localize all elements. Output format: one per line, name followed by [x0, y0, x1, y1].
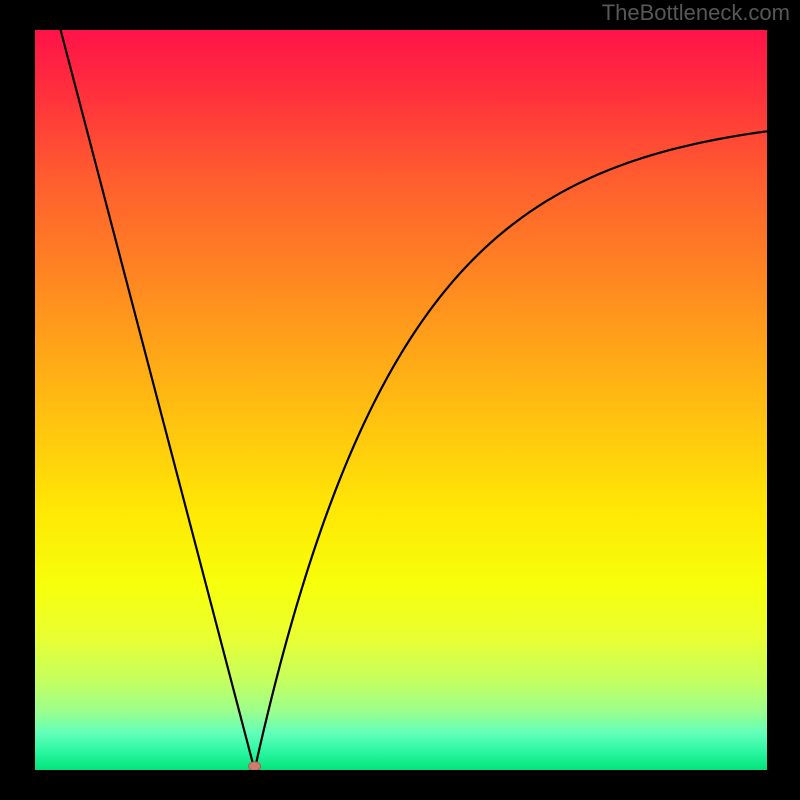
min-marker [249, 762, 261, 770]
watermark-text: TheBottleneck.com [602, 0, 790, 26]
bottleneck-curve [35, 30, 767, 770]
chart-container: { "watermark": { "text": "TheBottleneck.… [0, 0, 800, 800]
plot-area [35, 30, 767, 770]
